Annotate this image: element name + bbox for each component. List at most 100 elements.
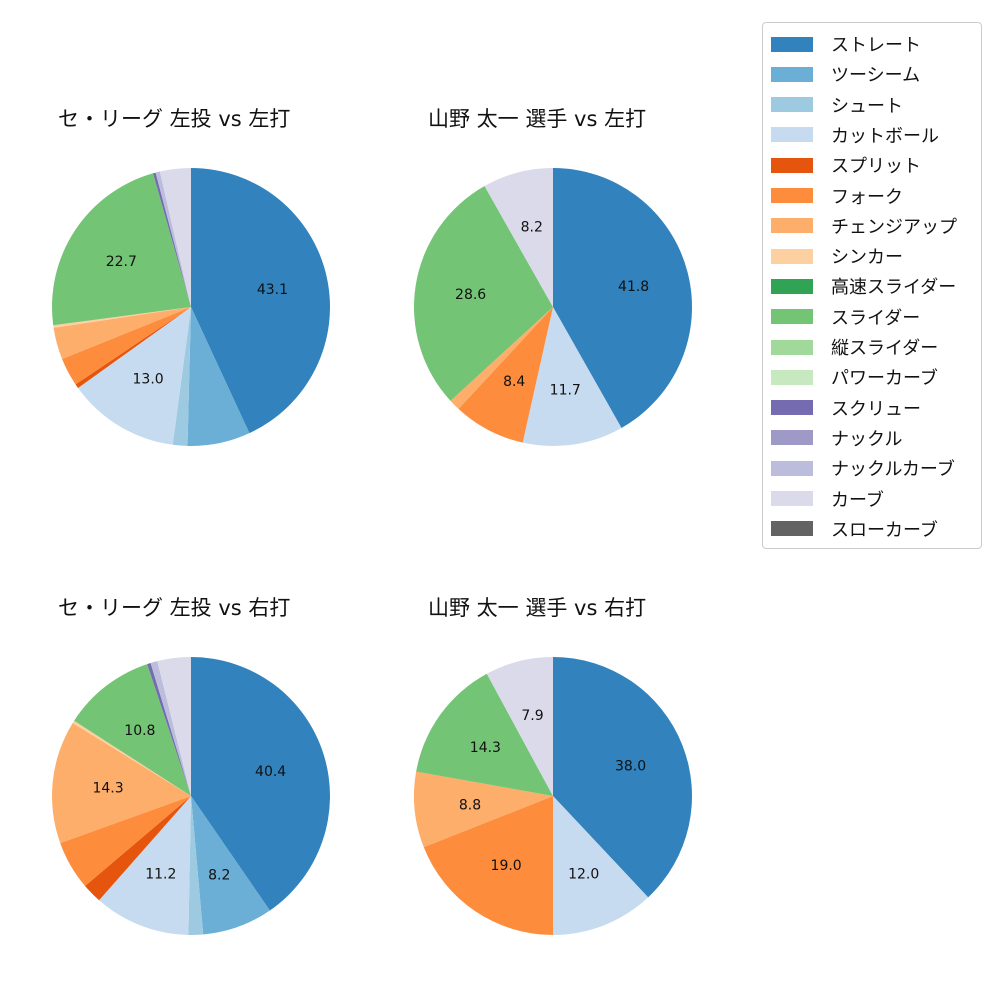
pie-slice xyxy=(75,307,191,388)
pie-slice xyxy=(553,168,692,428)
legend-item: 縦スライダー xyxy=(771,336,939,359)
pie-slice xyxy=(172,307,191,446)
legend-label: フォーク xyxy=(831,186,903,208)
legend-swatch xyxy=(771,188,813,203)
pie-slice xyxy=(188,796,204,935)
slice-value-label: 11.7 xyxy=(550,382,581,398)
pie-slice xyxy=(147,663,191,796)
legend-item: シンカー xyxy=(771,245,903,269)
legend-swatch xyxy=(771,278,813,294)
legend-item: スライダー xyxy=(771,306,921,329)
slice-value-label: 8.8 xyxy=(459,797,481,813)
pie-slice xyxy=(423,796,553,935)
chart-title: 山野 太一 選手 vs 右打 xyxy=(428,596,647,620)
legend-label: スローカーブ xyxy=(831,519,938,541)
slice-value-label: 38.0 xyxy=(615,758,646,774)
pie-slice xyxy=(413,186,553,401)
chart-title: セ・リーグ 左投 vs 左打 xyxy=(58,107,291,131)
pie-slice xyxy=(62,307,191,385)
pie-slice xyxy=(53,307,191,359)
slice-value-label: 7.9 xyxy=(521,708,543,724)
pie-slice xyxy=(458,307,553,443)
pie-slice xyxy=(153,172,191,307)
legend-label: スクリュー xyxy=(831,398,921,420)
legend-item: カーブ xyxy=(771,488,884,511)
legend-item: 高速スライダー xyxy=(771,275,957,299)
slice-value-label: 8.4 xyxy=(503,374,525,390)
legend-item: スプリット xyxy=(771,154,921,177)
slice-value-label: 14.3 xyxy=(470,740,501,756)
legend-item: シュート xyxy=(771,94,903,117)
legend-item: スクリュー xyxy=(771,397,921,420)
pie-slice xyxy=(450,307,553,409)
pie-slice xyxy=(150,661,191,796)
pie-slice xyxy=(53,307,192,328)
legend-swatch xyxy=(771,66,813,82)
legend-label: スライダー xyxy=(831,307,921,329)
slice-value-label: 43.1 xyxy=(257,282,288,298)
legend-label: シンカー xyxy=(831,247,903,269)
pie-slice xyxy=(484,168,553,307)
pie-slice xyxy=(52,723,191,844)
slice-value-label: 13.0 xyxy=(133,372,164,388)
legend-swatch xyxy=(771,521,813,537)
pie-slice xyxy=(51,173,191,326)
legend-swatch xyxy=(771,127,813,143)
legend-label: シュート xyxy=(831,95,903,117)
legend-label: ナックル xyxy=(831,428,903,450)
pie-slice xyxy=(416,673,553,796)
pie-slice xyxy=(553,657,693,898)
slice-value-label: 19.0 xyxy=(491,858,522,874)
legend: ストレートツーシームシュートカットボールスプリットフォークチェンジアップ シンカー… xyxy=(762,22,982,549)
legend-swatch xyxy=(771,97,813,113)
slice-value-label: 41.8 xyxy=(618,279,649,295)
slice-value-label: 40.4 xyxy=(255,764,286,780)
slice-value-label: 28.6 xyxy=(455,287,486,303)
legend-swatch xyxy=(771,369,813,385)
pie-slice xyxy=(191,796,270,935)
legend-swatch xyxy=(771,430,813,446)
legend-swatch xyxy=(771,248,813,264)
pie-slice xyxy=(187,307,250,447)
slice-value-label: 11.2 xyxy=(145,867,176,883)
legend-swatch xyxy=(771,309,813,325)
legend-label: 縦スライダー xyxy=(831,338,939,359)
slice-value-label: 22.7 xyxy=(106,254,137,270)
legend-item: ナックル xyxy=(771,427,903,450)
slice-value-label: 12.0 xyxy=(568,867,599,883)
chart-title: セ・リーグ 左投 vs 右打 xyxy=(58,596,291,620)
legend-label: カットボール xyxy=(831,125,939,147)
pie-slice xyxy=(159,168,191,307)
legend-item: カットボール xyxy=(771,124,939,147)
pie-slice xyxy=(85,796,191,901)
slice-value-label: 8.2 xyxy=(208,867,230,883)
pie-slice xyxy=(60,796,191,886)
slice-value-label: 10.8 xyxy=(124,723,155,739)
legend-label: パワーカーブ xyxy=(831,368,938,390)
pie-slice xyxy=(74,664,191,796)
pie-slice xyxy=(191,657,330,911)
pie-slice xyxy=(99,796,191,935)
legend-swatch xyxy=(771,460,813,476)
legend-swatch xyxy=(771,339,813,355)
pie-slice xyxy=(553,796,649,935)
legend-label: 高速スライダー xyxy=(831,277,957,299)
pie-slice xyxy=(191,168,330,434)
pie-slice xyxy=(72,720,191,796)
legend-swatch xyxy=(771,218,813,234)
legend-label: ストレート xyxy=(831,35,921,56)
pie-slice xyxy=(157,657,191,796)
legend-swatch xyxy=(771,400,813,416)
legend-label: チェンジアップ xyxy=(831,216,957,238)
legend-item: スローカーブ xyxy=(771,518,938,541)
pie-slice xyxy=(155,171,191,307)
legend-label: カーブ xyxy=(831,489,884,511)
pie-slice xyxy=(78,307,191,445)
legend-item: ツーシーム xyxy=(771,63,920,86)
pie-slice xyxy=(414,771,553,848)
legend-swatch xyxy=(771,491,813,506)
